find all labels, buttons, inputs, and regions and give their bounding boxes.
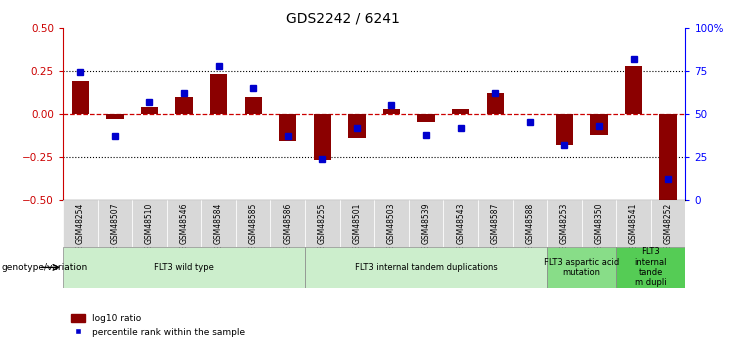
FancyBboxPatch shape [374,200,409,247]
Bar [487,93,504,114]
Bar [106,114,124,119]
FancyBboxPatch shape [651,200,685,247]
Text: GSM48585: GSM48585 [249,203,258,244]
Text: GSM48503: GSM48503 [387,203,396,244]
FancyBboxPatch shape [270,200,305,247]
Text: GSM48253: GSM48253 [560,203,569,244]
FancyBboxPatch shape [547,200,582,247]
Text: FLT3 aspartic acid
mutation: FLT3 aspartic acid mutation [544,258,619,277]
FancyBboxPatch shape [443,200,478,247]
Text: GSM48252: GSM48252 [664,203,673,244]
Text: GSM48541: GSM48541 [629,203,638,244]
Bar [348,114,365,138]
Text: GSM48255: GSM48255 [318,203,327,244]
Bar [659,114,677,204]
FancyBboxPatch shape [617,247,685,288]
FancyBboxPatch shape [63,247,305,288]
Text: GSM48507: GSM48507 [110,203,119,244]
Text: GSM48539: GSM48539 [422,203,431,244]
FancyBboxPatch shape [98,200,132,247]
Bar [72,81,89,114]
Text: GSM48587: GSM48587 [491,203,499,244]
Text: FLT3 internal tandem duplications: FLT3 internal tandem duplications [355,263,497,272]
Text: GSM48543: GSM48543 [456,203,465,244]
Bar [591,114,608,135]
Title: GDS2242 / 6241: GDS2242 / 6241 [286,11,400,25]
Bar [176,97,193,114]
Bar [210,74,227,114]
Bar [417,114,435,122]
Text: GSM48501: GSM48501 [353,203,362,244]
FancyBboxPatch shape [582,200,617,247]
Bar [245,97,262,114]
FancyBboxPatch shape [547,247,617,288]
Bar [313,114,331,160]
Text: GSM48584: GSM48584 [214,203,223,244]
FancyBboxPatch shape [132,200,167,247]
Text: GSM48254: GSM48254 [76,203,84,244]
Bar [141,107,158,114]
Text: GSM48546: GSM48546 [179,203,188,244]
FancyBboxPatch shape [409,200,443,247]
Bar [556,114,573,145]
Text: GSM48350: GSM48350 [594,203,603,244]
Text: GSM48586: GSM48586 [283,203,292,244]
FancyBboxPatch shape [236,200,270,247]
Text: GSM48510: GSM48510 [145,203,154,244]
Text: GSM48588: GSM48588 [525,203,534,244]
FancyBboxPatch shape [305,200,339,247]
Text: genotype/variation: genotype/variation [1,263,87,272]
Text: FLT3 wild type: FLT3 wild type [154,263,214,272]
FancyBboxPatch shape [63,200,98,247]
FancyBboxPatch shape [478,200,513,247]
Bar [452,109,469,114]
FancyBboxPatch shape [167,200,202,247]
Bar [625,66,642,114]
FancyBboxPatch shape [513,200,547,247]
FancyBboxPatch shape [617,200,651,247]
FancyBboxPatch shape [305,247,547,288]
Text: FLT3
internal
tande
m dupli: FLT3 internal tande m dupli [634,247,667,287]
Legend: log10 ratio, percentile rank within the sample: log10 ratio, percentile rank within the … [67,310,249,341]
Bar [383,109,400,114]
FancyBboxPatch shape [202,200,236,247]
FancyBboxPatch shape [339,200,374,247]
Bar [279,114,296,141]
